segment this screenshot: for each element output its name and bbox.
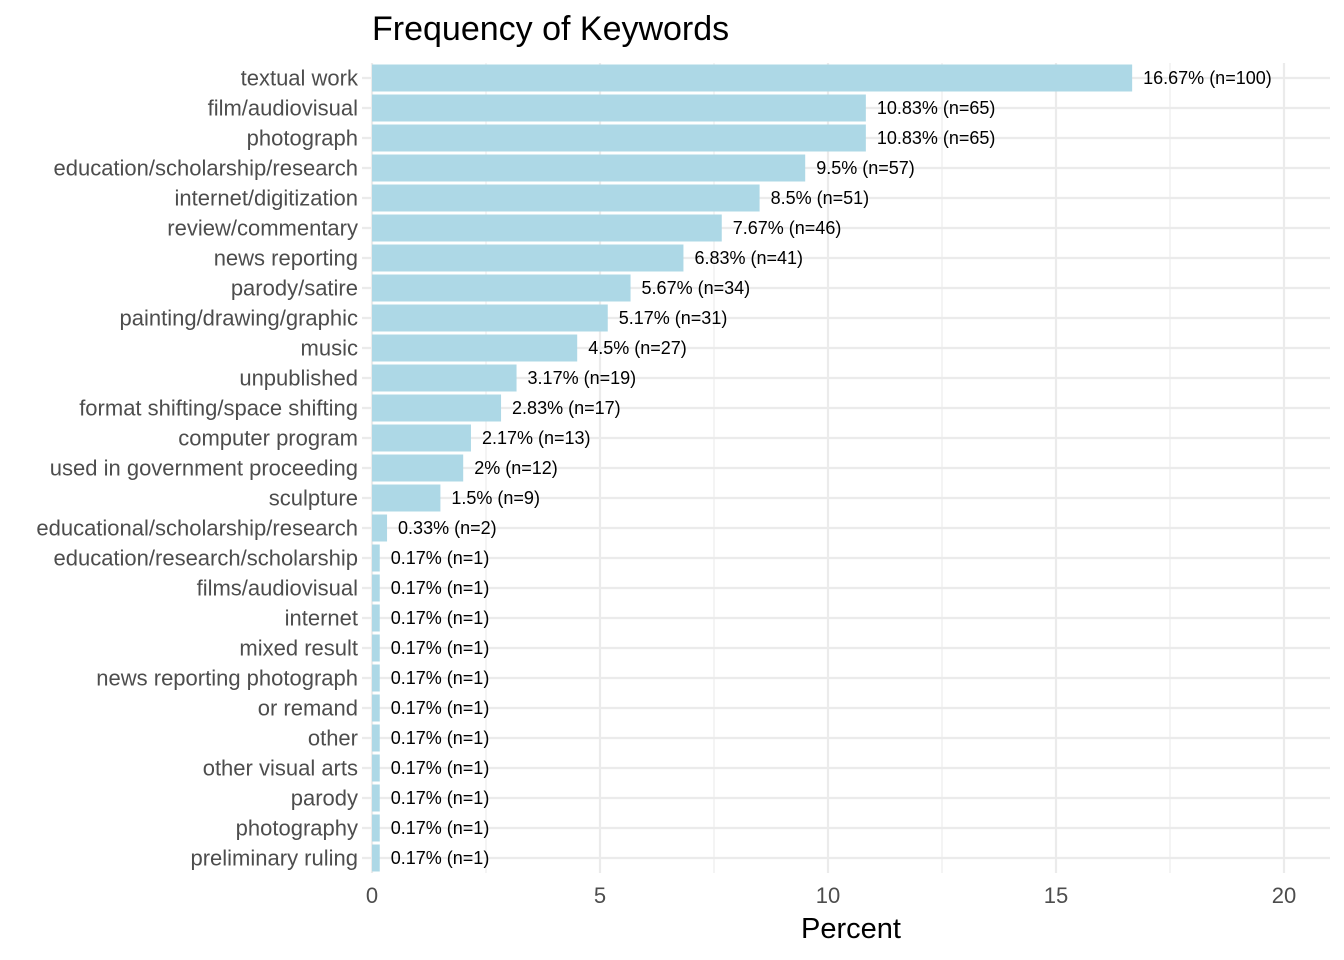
bar-value-label: 2% (n=12) xyxy=(474,458,558,478)
category-labels: textual work film/audiovisual photograph ed… xyxy=(36,66,359,871)
bar xyxy=(372,604,380,632)
y-category-label: parody/satire xyxy=(231,276,358,301)
bar xyxy=(372,724,380,752)
x-axis-title: Percent xyxy=(801,913,901,945)
bars xyxy=(372,64,1133,872)
bar xyxy=(372,274,631,302)
bar xyxy=(372,574,380,602)
bar-value-label: 1.5% (n=9) xyxy=(451,488,540,508)
y-category-label: or remand xyxy=(258,696,358,721)
bar-value-label: 2.83% (n=17) xyxy=(512,398,621,418)
bar xyxy=(372,844,380,872)
bar-value-label: 0.17% (n=1) xyxy=(391,698,490,718)
bar xyxy=(372,814,380,842)
y-category-label: textual work xyxy=(241,66,359,91)
x-tick-label: 5 xyxy=(594,883,606,908)
bar xyxy=(372,514,388,542)
y-category-label: format shifting/space shifting xyxy=(79,396,358,421)
x-tick-label: 15 xyxy=(1044,883,1068,908)
y-category-label: preliminary ruling xyxy=(190,846,358,871)
bar xyxy=(372,454,464,482)
bar-value-label: 6.83% (n=41) xyxy=(694,248,803,268)
bar xyxy=(372,94,866,122)
bar-value-label: 0.17% (n=1) xyxy=(391,668,490,688)
y-category-label: parody xyxy=(291,786,358,811)
x-tick-label: 0 xyxy=(366,883,378,908)
y-category-label: news reporting photograph xyxy=(96,666,358,691)
bar-value-label: 7.67% (n=46) xyxy=(733,218,842,238)
y-category-label: photograph xyxy=(247,126,358,151)
bar xyxy=(372,64,1133,92)
y-category-label: music xyxy=(301,336,358,361)
bar-value-label: 10.83% (n=65) xyxy=(877,128,996,148)
y-category-label: other xyxy=(308,726,358,751)
y-category-label: film/audiovisual xyxy=(208,96,358,121)
y-category-label: review/commentary xyxy=(167,216,358,241)
bar-value-label: 0.17% (n=1) xyxy=(391,818,490,838)
bar xyxy=(372,544,380,572)
bar-value-label: 10.83% (n=65) xyxy=(877,98,996,118)
y-category-label: sculpture xyxy=(269,486,358,511)
bar-value-label: 0.17% (n=1) xyxy=(391,578,490,598)
bar xyxy=(372,754,380,782)
bar xyxy=(372,184,760,212)
bar-value-label: 0.17% (n=1) xyxy=(391,608,490,628)
y-category-label: photography xyxy=(236,816,358,841)
y-category-label: internet xyxy=(285,606,358,631)
y-category-label: computer program xyxy=(178,426,358,451)
bar-value-label: 0.17% (n=1) xyxy=(391,848,490,868)
bar-value-label: 4.5% (n=27) xyxy=(588,338,687,358)
bar-value-label: 0.33% (n=2) xyxy=(398,518,497,538)
bar xyxy=(372,484,441,512)
bar xyxy=(372,244,684,272)
bar xyxy=(372,664,380,692)
y-category-label: other visual arts xyxy=(203,756,358,781)
bar xyxy=(372,334,578,362)
y-category-label: unpublished xyxy=(239,366,358,391)
y-category-label: used in government proceeding xyxy=(50,456,358,481)
y-category-label: internet/digitization xyxy=(175,186,358,211)
chart-title: Frequency of Keywords xyxy=(372,10,729,48)
y-category-label: painting/drawing/graphic xyxy=(120,306,359,331)
bar-value-label: 5.17% (n=31) xyxy=(619,308,728,328)
bar-value-label: 0.17% (n=1) xyxy=(391,548,490,568)
bar-value-label: 2.17% (n=13) xyxy=(482,428,591,448)
bar-value-label: 3.17% (n=19) xyxy=(528,368,637,388)
bar xyxy=(372,154,806,182)
x-tick-label: 10 xyxy=(816,883,840,908)
bar xyxy=(372,304,608,332)
bar-value-label: 8.5% (n=51) xyxy=(771,188,870,208)
bar-value-label: 0.17% (n=1) xyxy=(391,638,490,658)
x-tick-label: 20 xyxy=(1272,883,1296,908)
bar-value-label: 0.17% (n=1) xyxy=(391,728,490,748)
bar-value-label: 5.67% (n=34) xyxy=(642,278,751,298)
bar xyxy=(372,124,866,152)
bar xyxy=(372,694,380,722)
bar xyxy=(372,364,517,392)
bar-value-label: 16.67% (n=100) xyxy=(1143,68,1272,88)
bar-value-label: 0.17% (n=1) xyxy=(391,788,490,808)
y-category-label: education/scholarship/research xyxy=(53,156,358,181)
bar xyxy=(372,214,722,242)
bar xyxy=(372,784,380,812)
y-category-label: education/research/scholarship xyxy=(53,546,358,571)
y-category-label: mixed result xyxy=(239,636,358,661)
bar-value-label: 9.5% (n=57) xyxy=(816,158,915,178)
bar xyxy=(372,424,471,452)
bar-value-label: 0.17% (n=1) xyxy=(391,758,490,778)
bar xyxy=(372,634,380,662)
bar xyxy=(372,394,502,422)
y-category-label: educational/scholarship/research xyxy=(36,516,358,541)
y-category-label: films/audiovisual xyxy=(197,576,358,601)
value-labels: 16.67% (n=100) 10.83% (n=65) 10.83% (n=65)… xyxy=(391,68,1272,868)
x-tick-labels: 0 5 10 15 20 xyxy=(366,883,1296,908)
y-category-label: news reporting xyxy=(214,246,358,271)
